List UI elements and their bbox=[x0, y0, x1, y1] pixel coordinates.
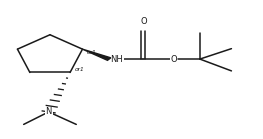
Text: N: N bbox=[45, 107, 52, 116]
Text: NH: NH bbox=[110, 55, 123, 64]
Text: or1: or1 bbox=[75, 67, 84, 72]
Polygon shape bbox=[83, 49, 111, 60]
Text: O: O bbox=[140, 17, 147, 26]
Text: O: O bbox=[170, 55, 177, 64]
Text: or1: or1 bbox=[87, 50, 97, 55]
